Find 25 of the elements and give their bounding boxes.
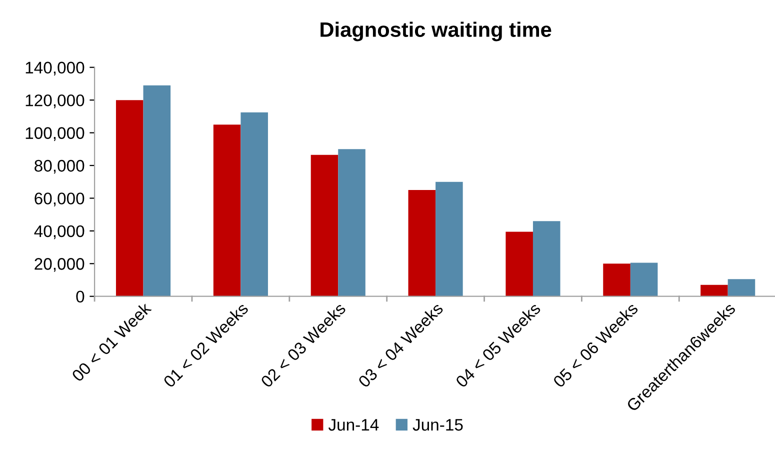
bar bbox=[338, 149, 366, 296]
bar bbox=[603, 264, 630, 296]
chart-title: Diagnostic waiting time bbox=[320, 22, 552, 42]
legend-label: Jun-15 bbox=[412, 419, 463, 431]
y-tick-label: 100,000 bbox=[26, 127, 84, 141]
bar bbox=[630, 262, 658, 296]
y-tick-label: 120,000 bbox=[26, 94, 84, 108]
bar bbox=[700, 284, 728, 296]
bar bbox=[143, 85, 171, 296]
bar bbox=[436, 182, 463, 296]
bar bbox=[532, 221, 560, 296]
y-tick-label: 60,000 bbox=[34, 192, 84, 206]
y-tick-label: 20,000 bbox=[34, 258, 84, 272]
y-tick-label: 40,000 bbox=[34, 225, 84, 240]
bar bbox=[728, 279, 756, 296]
bar bbox=[116, 100, 144, 296]
y-tick-label: 80,000 bbox=[34, 160, 84, 174]
y-tick-label: 0 bbox=[76, 290, 84, 303]
y-tick-label: 140,000 bbox=[26, 62, 84, 76]
bar bbox=[213, 124, 241, 296]
bar bbox=[240, 112, 268, 296]
bar bbox=[506, 232, 533, 296]
bar bbox=[408, 190, 436, 296]
bar bbox=[310, 154, 338, 296]
legend-label: Jun-14 bbox=[328, 419, 379, 431]
